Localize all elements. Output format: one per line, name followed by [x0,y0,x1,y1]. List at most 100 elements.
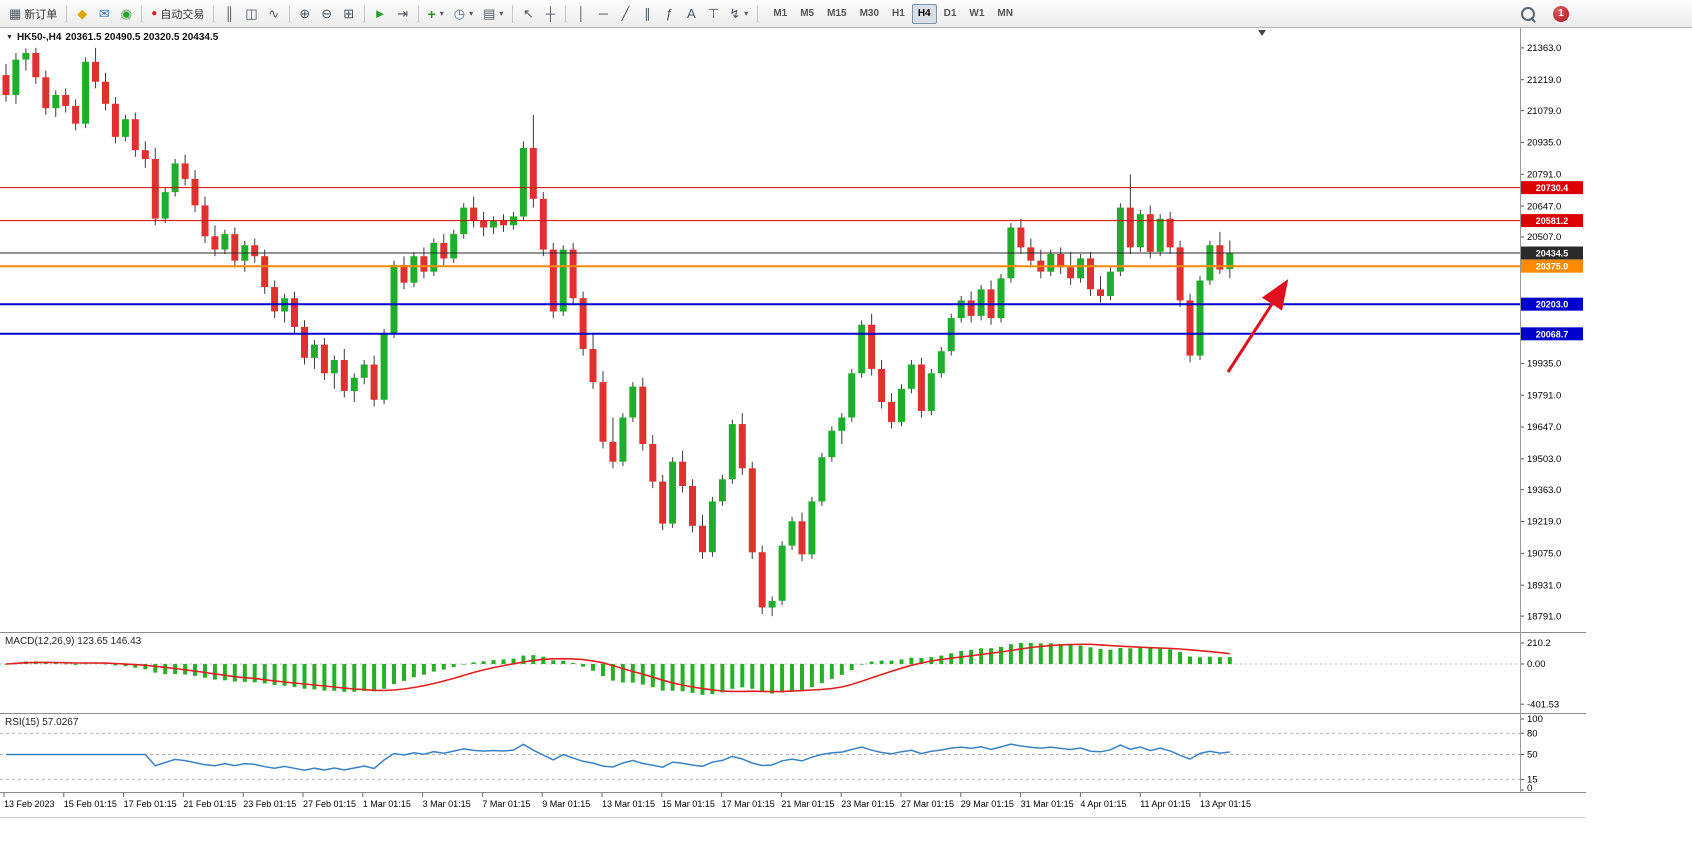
svg-text:80: 80 [1527,728,1538,739]
crosshair-icon: ┼ [545,6,555,21]
autotrading-button[interactable]: ● 自动交易 [147,3,208,25]
notification-badge[interactable]: 1 [1553,5,1569,22]
fibonacci-tool-button[interactable]: ƒ [659,3,679,25]
mail-button[interactable]: ✉ [94,3,114,25]
rsi-indicator-label: RSI(15) 57.0267 [5,717,79,728]
timeframe-m15-button[interactable]: M15 [821,4,852,24]
svg-text:0: 0 [1527,783,1532,794]
arrow-objects-icon: ↯ [729,6,741,21]
autoscroll-icon: ► [373,6,387,21]
search-button[interactable] [1517,3,1539,25]
svg-text:9 Mar 01:15: 9 Mar 01:15 [542,799,590,809]
mail-icon: ✉ [98,6,110,21]
svg-text:18931.0: 18931.0 [1527,580,1561,591]
svg-text:19219.0: 19219.0 [1527,517,1561,528]
svg-text:18791.0: 18791.0 [1527,611,1561,622]
toolbar-separator [417,4,419,23]
svg-text:20434.5: 20434.5 [1536,249,1569,259]
chevron-down-icon: ▾ [439,9,444,18]
svg-text:15 Feb 01:15: 15 Feb 01:15 [64,799,117,809]
svg-text:20507.0: 20507.0 [1527,232,1561,243]
zoom-in-button[interactable]: ⊕ [295,3,315,25]
svg-text:19647.0: 19647.0 [1527,422,1561,433]
zoom-out-icon: ⊖ [321,6,333,21]
svg-text:7 Mar 01:15: 7 Mar 01:15 [482,799,530,809]
arrows-tool-button[interactable]: ↯ ▾ [725,3,752,25]
tile-windows-button[interactable]: ⊞ [339,3,359,25]
templates-button[interactable]: ▤ ▾ [479,3,507,25]
svg-text:31 Mar 01:15: 31 Mar 01:15 [1021,799,1074,809]
svg-text:15: 15 [1527,775,1538,786]
toolbar-separator [565,4,567,23]
candlestick-chart-button[interactable]: ◫ [241,3,261,25]
new-order-button[interactable]: ▦ 新订单 [5,3,61,25]
svg-text:23 Mar 01:15: 23 Mar 01:15 [841,799,894,809]
timeframe-h4-button[interactable]: H4 [911,3,937,24]
macd-indicator-label: MACD(12,26,9) 123.65 146.43 [5,636,142,647]
timeframe-w1-button[interactable]: W1 [963,4,990,24]
chart-shift-icon: ⇥ [397,6,408,21]
toolbar-separator [141,4,143,23]
signals-button[interactable]: ◉ [116,3,136,25]
svg-text:23 Feb 01:15: 23 Feb 01:15 [243,799,296,809]
collapse-triangle-icon[interactable]: ▼ [6,34,13,41]
horizontal-line-tool-button[interactable]: ─ [593,3,613,25]
svg-text:50: 50 [1527,750,1538,761]
trendline-icon: ╱ [621,6,630,21]
symbol-name: HK50-,H4 [16,32,62,43]
label-tool-button[interactable]: ⊤ [703,3,723,25]
svg-text:21 Feb 01:15: 21 Feb 01:15 [183,799,236,809]
label-icon: ⊤ [707,6,720,21]
indicators-plus-icon: + [427,5,436,22]
text-tool-button[interactable]: A [681,3,701,25]
timeframe-mn-button[interactable]: MN [991,4,1019,24]
timeframe-d1-button[interactable]: D1 [938,4,963,24]
periods-button[interactable]: ◷ ▾ [450,3,477,25]
chart-shift-button[interactable]: ⇥ [393,3,413,25]
svg-text:13 Apr 01:15: 13 Apr 01:15 [1200,799,1251,809]
fibonacci-icon: ƒ [665,6,673,21]
signals-icon: ◉ [120,6,132,21]
vertical-line-tool-button[interactable]: │ [571,3,591,25]
horizontal-line-icon: ─ [598,6,608,21]
svg-text:21079.0: 21079.0 [1527,106,1561,117]
chart-symbol-label: ▼ HK50-,H4 20361.5 20490.5 20320.5 20434… [6,32,218,43]
price-alert-button[interactable]: ◆ [72,3,92,25]
svg-text:15 Mar 01:15: 15 Mar 01:15 [662,799,715,809]
svg-text:3 Mar 01:15: 3 Mar 01:15 [423,799,471,809]
indicators-button[interactable]: + ▾ [424,3,448,25]
candlestick-chart[interactable]: 20730.4 20581.2 20434.5 20375.0 20203.0 20068… [0,28,1586,818]
trendline-tool-button[interactable]: ╱ [615,3,635,25]
svg-text:21219.0: 21219.0 [1527,75,1561,86]
timeframe-m1-button[interactable]: M1 [767,4,793,24]
svg-text:19935.0: 19935.0 [1527,359,1561,370]
svg-text:20730.4: 20730.4 [1536,183,1569,193]
svg-text:27 Mar 01:15: 27 Mar 01:15 [901,799,954,809]
timeframe-h1-button[interactable]: H1 [886,4,911,24]
bar-chart-button[interactable]: ║ [219,3,239,25]
svg-text:19791.0: 19791.0 [1527,390,1561,401]
chevron-down-icon: ▾ [469,9,474,18]
price-alert-icon: ◆ [77,6,88,21]
bar-chart-icon: ║ [224,6,234,21]
templates-icon: ▤ [483,6,496,21]
svg-text:-401.53: -401.53 [1527,699,1559,710]
text-icon: A [687,6,696,21]
timeframe-m5-button[interactable]: M5 [794,4,820,24]
svg-text:20791.0: 20791.0 [1527,170,1561,181]
zoom-out-button[interactable]: ⊖ [317,3,337,25]
timeframe-m30-button[interactable]: M30 [854,4,885,24]
svg-text:19075.0: 19075.0 [1527,549,1561,560]
svg-text:20581.2: 20581.2 [1536,216,1569,226]
svg-text:19503.0: 19503.0 [1527,454,1561,465]
svg-text:20375.0: 20375.0 [1536,262,1569,272]
autoscroll-button[interactable]: ► [370,3,391,25]
new-order-icon: ▦ [9,6,22,21]
cursor-tool-button[interactable]: ↖ [518,3,538,25]
timeframe-group: M1 M5 M15 M30 H1 H4 D1 W1 MN [767,3,1019,24]
svg-text:20203.0: 20203.0 [1536,300,1569,310]
chevron-down-icon: ▾ [744,9,749,18]
channel-tool-button[interactable]: ∥ [637,3,657,25]
crosshair-tool-button[interactable]: ┼ [540,3,560,25]
line-chart-button[interactable]: ∿ [264,3,284,25]
